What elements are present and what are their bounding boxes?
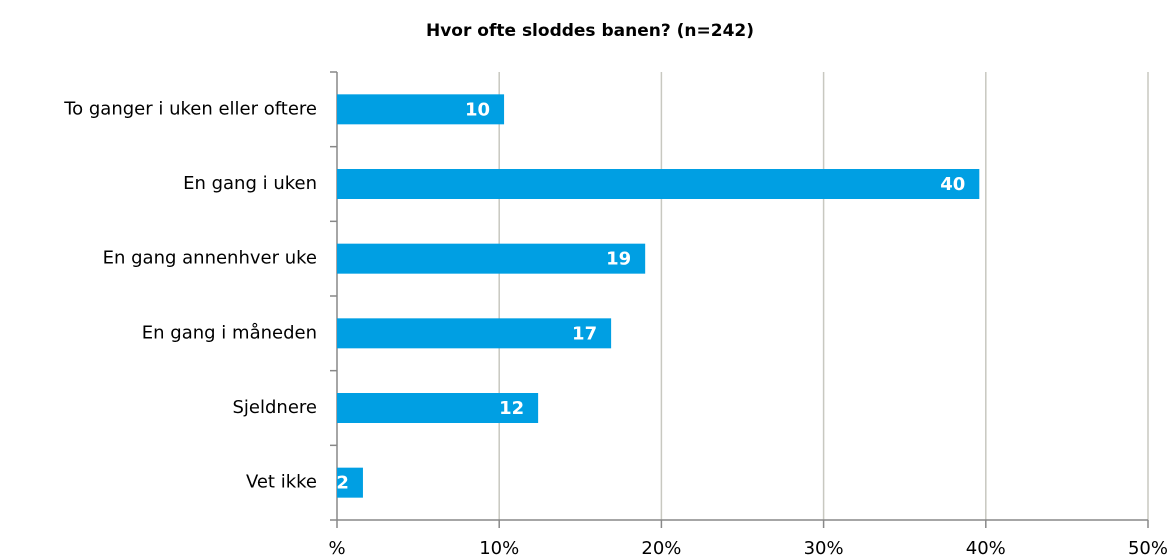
bar (337, 243, 646, 274)
data-label: 17 (572, 323, 597, 344)
x-tick-label: 50% (1128, 538, 1168, 557)
chart-title: Hvor ofte sloddes banen? (n=242) (426, 21, 754, 41)
x-tick-label: 40% (966, 538, 1006, 557)
bar (337, 318, 612, 349)
bar (337, 393, 539, 423)
data-label: 40 (940, 174, 965, 195)
y-tick-label: En gang annenhver uke (103, 248, 317, 269)
y-tick-label: En gang i måneden (142, 322, 317, 343)
y-tick-label: Sjeldnere (233, 397, 318, 418)
bar (337, 467, 363, 498)
y-tick-label: En gang i uken (183, 173, 317, 194)
data-label: 12 (499, 398, 524, 419)
x-tick-label: % (328, 538, 345, 557)
y-tick-label: To ganger i uken eller oftere (63, 98, 317, 119)
bar (337, 169, 980, 199)
x-tick-label: 30% (804, 538, 844, 557)
data-label: 2 (336, 473, 349, 494)
data-label: 19 (606, 249, 631, 270)
x-tick-label: 20% (641, 538, 681, 557)
x-tick-label: 10% (479, 538, 519, 557)
data-label: 10 (465, 99, 490, 120)
y-tick-label: Vet ikke (246, 472, 317, 493)
bar (337, 94, 505, 125)
